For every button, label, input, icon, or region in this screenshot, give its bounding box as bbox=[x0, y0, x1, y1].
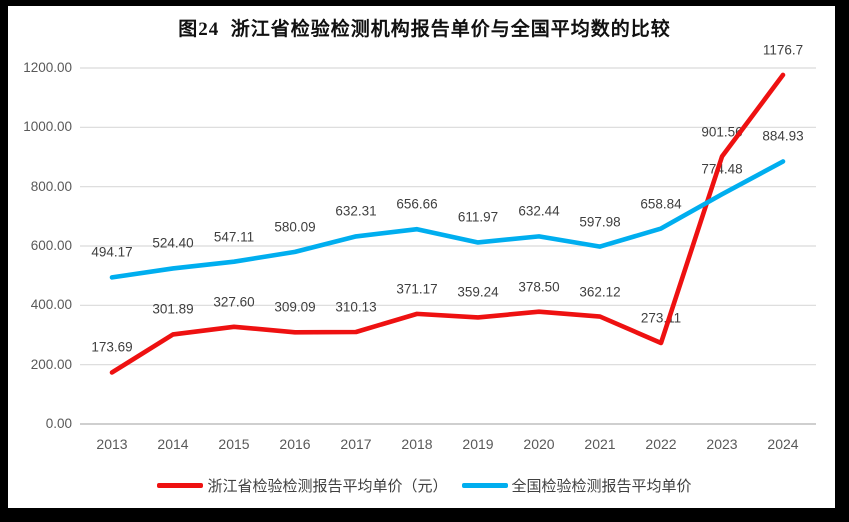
data-point-label: 362.12 bbox=[579, 284, 621, 300]
data-point-label: 309.09 bbox=[274, 299, 316, 315]
legend-item-zhejiang: 浙江省检验检测报告平均单价（元） bbox=[157, 475, 448, 496]
x-axis-tick-label: 2022 bbox=[645, 436, 677, 452]
y-axis-tick-label: 0.00 bbox=[45, 416, 72, 431]
data-point-label: 273.11 bbox=[640, 310, 682, 326]
x-axis-tick-label: 2017 bbox=[340, 436, 372, 452]
y-axis-tick-label: 200.00 bbox=[30, 356, 72, 372]
data-point-label: 580.09 bbox=[274, 219, 316, 235]
x-axis-tick-label: 2021 bbox=[584, 436, 616, 452]
data-point-label: 327.60 bbox=[213, 294, 255, 310]
data-point-label: 901.56 bbox=[701, 124, 743, 140]
data-point-label: 310.13 bbox=[335, 299, 377, 315]
y-axis-tick-label: 600.00 bbox=[30, 238, 72, 253]
legend-label-national: 全国检验检测报告平均单价 bbox=[511, 477, 692, 495]
y-axis-tick-label: 1200.00 bbox=[23, 60, 72, 75]
data-point-label: 494.17 bbox=[91, 244, 133, 260]
x-axis-tick-label: 2019 bbox=[462, 436, 494, 452]
x-axis-tick-label: 2023 bbox=[706, 436, 738, 452]
national-line-swatch bbox=[461, 482, 508, 488]
data-point-label: 658.84 bbox=[640, 196, 682, 212]
data-point-label: 378.50 bbox=[518, 279, 560, 295]
x-axis-tick-label: 2014 bbox=[157, 436, 189, 452]
frame-border-top bbox=[0, 0, 849, 6]
y-axis-tick-label: 800.00 bbox=[30, 178, 72, 194]
legend-label-zhejiang: 浙江省检验检测报告平均单价（元） bbox=[207, 477, 448, 495]
data-point-label: 597.98 bbox=[579, 214, 621, 230]
data-point-label: 632.31 bbox=[335, 203, 377, 219]
data-point-label: 774.48 bbox=[701, 161, 743, 177]
data-point-label: 524.40 bbox=[152, 235, 194, 251]
x-axis-tick-label: 2016 bbox=[279, 436, 311, 452]
data-point-label: 884.93 bbox=[762, 128, 804, 144]
data-point-label: 1176.7 bbox=[762, 42, 804, 58]
data-point-label: 547.11 bbox=[213, 229, 255, 245]
x-axis-tick-label: 2024 bbox=[767, 436, 799, 452]
x-axis-tick-label: 2020 bbox=[523, 436, 555, 452]
y-axis-tick-label: 1000.00 bbox=[23, 119, 72, 135]
x-axis-tick-label: 2018 bbox=[401, 436, 433, 452]
frame-border-bottom bbox=[0, 508, 849, 522]
frame-border-right bbox=[835, 0, 849, 522]
legend: 浙江省检验检测报告平均单价（元） 全国检验检测报告平均单价 bbox=[0, 474, 849, 496]
frame-border-left bbox=[0, 0, 8, 522]
legend-item-national: 全国检验检测报告平均单价 bbox=[461, 475, 692, 496]
x-axis-tick-label: 2013 bbox=[96, 436, 128, 452]
x-axis-tick-label: 2015 bbox=[218, 436, 250, 452]
data-point-label: 173.69 bbox=[91, 339, 133, 355]
data-point-label: 656.66 bbox=[396, 196, 438, 212]
data-point-label: 359.24 bbox=[457, 284, 499, 300]
y-axis-tick-label: 400.00 bbox=[30, 297, 72, 313]
data-point-label: 611.97 bbox=[457, 209, 499, 225]
data-point-label: 371.17 bbox=[396, 281, 438, 297]
data-point-label: 632.44 bbox=[518, 203, 560, 219]
chart-title: 图24 浙江省检验检测机构报告单价与全国平均数的比较 bbox=[178, 19, 671, 40]
data-point-label: 301.89 bbox=[152, 301, 194, 317]
zhejiang-line-swatch bbox=[157, 482, 204, 488]
